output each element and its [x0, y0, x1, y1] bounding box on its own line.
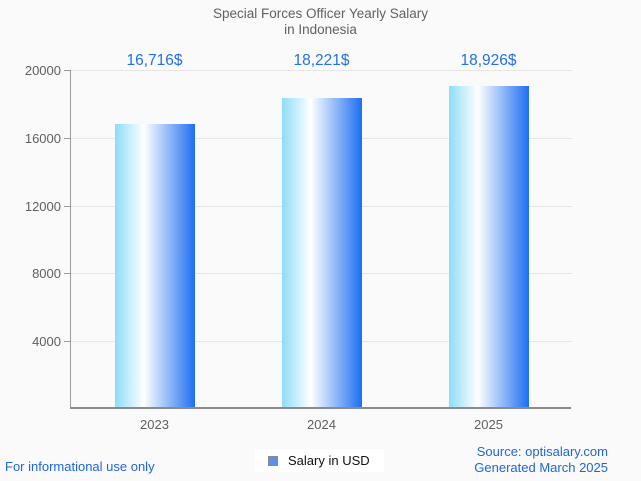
- x-axis-label-2024: 2024: [307, 417, 336, 432]
- y-axis-label-16000: 16000: [24, 130, 61, 146]
- value-label-2024: 18,221$: [293, 52, 350, 69]
- x-axis-label-2023: 2023: [140, 417, 169, 432]
- y-axis-tick-20000: [64, 70, 70, 71]
- bar-2025[interactable]: [448, 86, 529, 407]
- legend-label: Salary in USD: [288, 453, 370, 468]
- value-label-2025: 18,926$: [460, 52, 517, 69]
- y-axis-label-8000: 8000: [32, 266, 61, 282]
- y-axis-label-12000: 12000: [24, 198, 61, 214]
- value-label-2023: 16,716$: [126, 52, 183, 69]
- x-axis-label-2025: 2025: [474, 417, 503, 432]
- source-text[interactable]: Source: optisalary.com: [476, 444, 608, 459]
- y-axis-label-4000: 4000: [32, 334, 61, 350]
- y-axis-label-20000: 20000: [24, 63, 61, 78]
- y-axis-tick-12000: [64, 205, 70, 207]
- generated-text: Generated March 2025: [474, 460, 608, 475]
- y-axis-tick-4000: [64, 341, 70, 343]
- y-axis-tick-8000: [64, 273, 70, 275]
- bar-2023[interactable]: [114, 123, 195, 407]
- chart-title-line1: Special Forces Officer Yearly Salary: [212, 6, 429, 21]
- legend-swatch-icon: [268, 455, 278, 466]
- disclaimer-text: For informational use only: [5, 459, 155, 474]
- legend: Salary in USD: [255, 449, 384, 472]
- y-axis-tick-16000: [64, 137, 70, 139]
- source-info: Source: optisalary.com Generated March 2…: [474, 444, 608, 476]
- plot-area: 4000 8000 12000 16000 20000 16,716$ 2023 18,221…: [25, 52, 572, 432]
- gridline-20000: [71, 70, 572, 71]
- bar-2024[interactable]: [281, 98, 362, 407]
- chart-title: Special Forces Officer Yearly Salary in …: [0, 6, 641, 38]
- chart-title-line2: in Indonesia: [284, 22, 357, 37]
